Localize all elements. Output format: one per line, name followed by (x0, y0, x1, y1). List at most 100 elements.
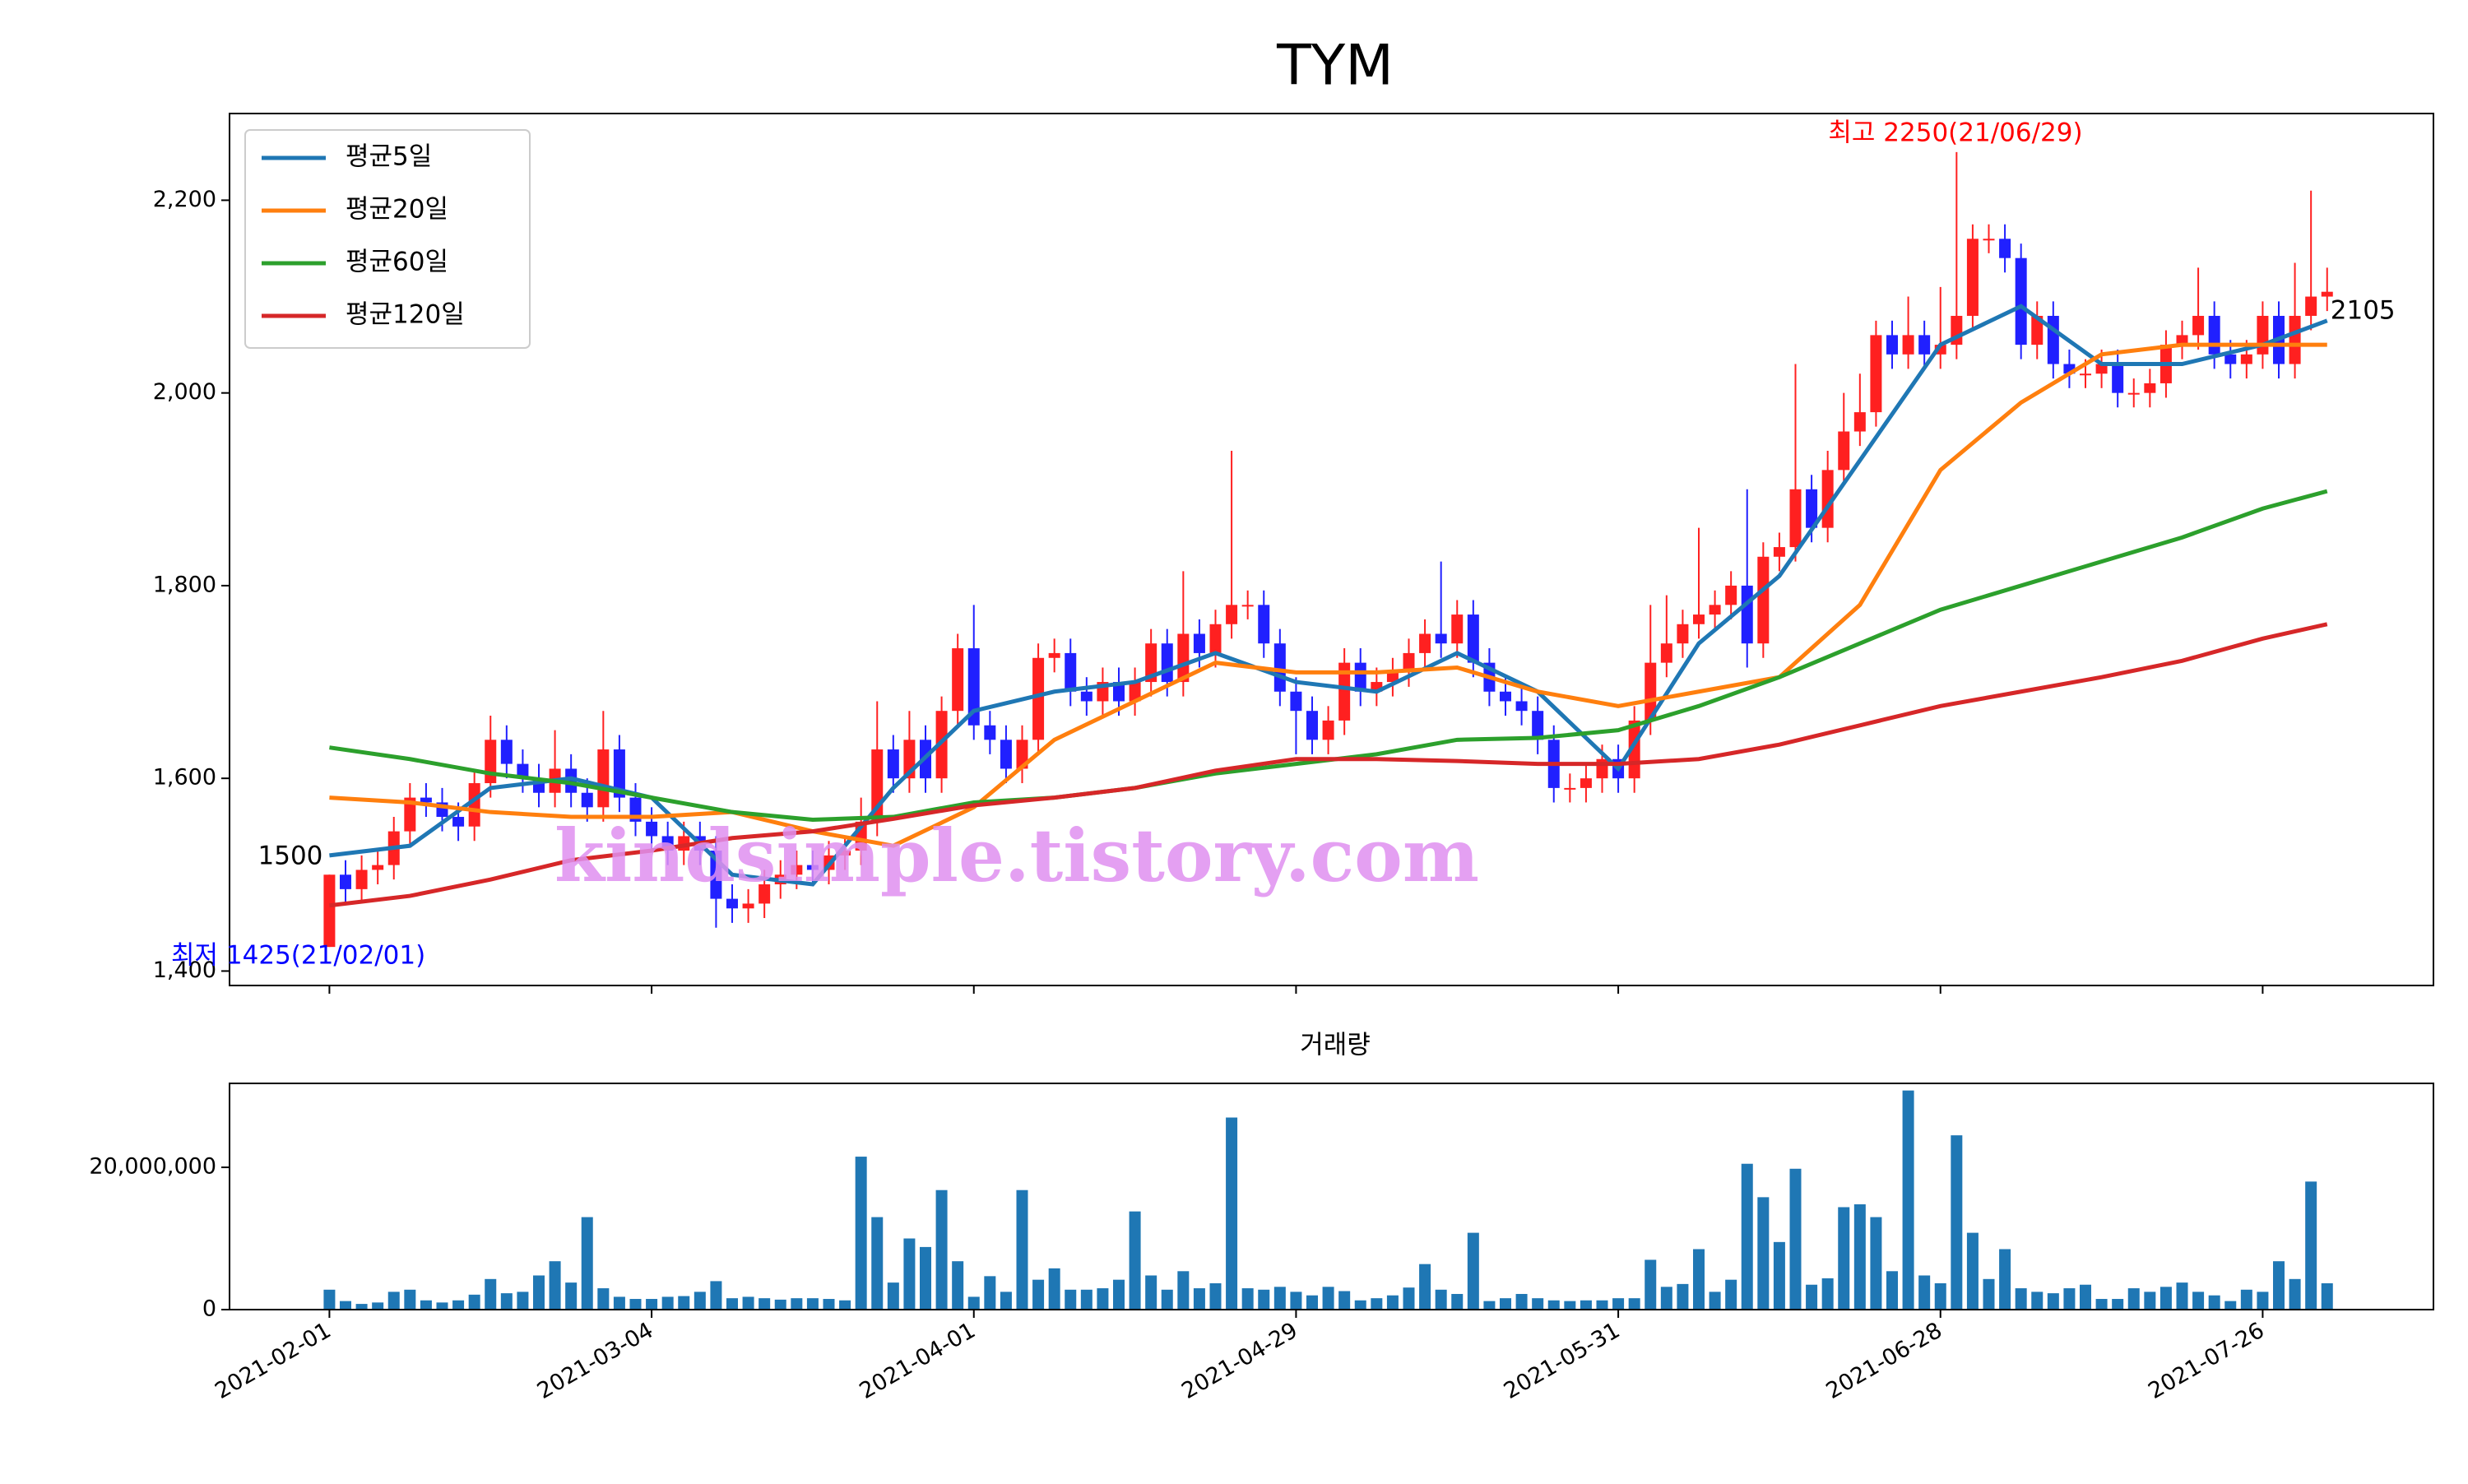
volume-bar (1612, 1298, 1625, 1310)
volume-bar (806, 1298, 819, 1310)
x-tick-label: 2021-03-04 (533, 1318, 657, 1404)
volume-bar (1983, 1278, 1995, 1310)
candle-body (1500, 691, 1511, 702)
candle-body (967, 648, 980, 726)
x-tick-label: 2021-02-01 (211, 1318, 335, 1404)
candle-body (1725, 585, 1737, 605)
candle-body (1532, 711, 1544, 740)
candle-body (1435, 633, 1447, 644)
ma-line (329, 304, 2328, 887)
legend-box (244, 129, 531, 349)
candle-body (1209, 624, 1222, 653)
candle-body (500, 740, 513, 764)
candle-body (1918, 335, 1931, 355)
volume-bar (2095, 1299, 2108, 1310)
candle-body (726, 898, 738, 909)
volume-bar (823, 1299, 835, 1310)
volume-bar (2240, 1289, 2252, 1310)
volume-bar (2127, 1288, 2140, 1310)
volume-title: 거래량 (1300, 1031, 1371, 1060)
candle-body (1016, 740, 1028, 769)
candle-body (2289, 315, 2301, 364)
candle-body (2192, 315, 2205, 336)
volume-bar (774, 1299, 786, 1310)
legend-label: 평균5일 (346, 142, 432, 172)
volume-bar (1515, 1293, 1528, 1310)
candle-body (1386, 672, 1399, 683)
volume-bar (839, 1300, 851, 1310)
candle-body (1322, 720, 1334, 740)
candle-body (1419, 633, 1431, 653)
plot-frame (229, 1083, 2434, 1310)
candle-body (2305, 296, 2317, 316)
candle-body (646, 821, 658, 837)
y-tick-label: 20,000,000 (89, 1154, 216, 1180)
candle-body (340, 874, 351, 889)
candle-body (1338, 662, 1351, 721)
volume-bar (1016, 1190, 1028, 1310)
volume-bar (1241, 1288, 1254, 1310)
candle-body (613, 749, 625, 798)
volume-bar (533, 1275, 545, 1310)
volume-bar (2031, 1292, 2044, 1310)
volume-bar (323, 1289, 336, 1310)
candle-body (1080, 691, 1093, 702)
volume-bar (1645, 1259, 1657, 1310)
volume-bar (2208, 1295, 2220, 1310)
volume-bar (500, 1293, 513, 1310)
candle-body (2257, 315, 2269, 355)
volume-bar (2160, 1287, 2172, 1310)
volume-bar (1660, 1287, 1672, 1310)
candle-body (887, 749, 899, 779)
volume-bar (1145, 1275, 1157, 1310)
candle-body (1886, 335, 1898, 355)
volume-bar (1596, 1300, 1608, 1310)
volume-bar (340, 1301, 351, 1310)
volume-bar (1080, 1289, 1093, 1310)
candle-body (2321, 291, 2333, 297)
volume-bar (2224, 1301, 2237, 1310)
candle-body (517, 763, 529, 779)
volume-bar (952, 1261, 964, 1310)
volume-bar (1966, 1232, 1979, 1310)
candle-body (1177, 633, 1190, 683)
candle-body (1129, 682, 1141, 702)
candle-body (2144, 383, 2156, 393)
candle-body (2015, 257, 2027, 345)
candle-body (2031, 315, 2044, 345)
volume-bar (1677, 1283, 1689, 1310)
volume-bar (581, 1217, 593, 1310)
candle-body (1934, 345, 1946, 355)
candle-body (935, 711, 948, 779)
y-tick-label: 1,800 (153, 572, 216, 597)
volume-bar (1451, 1293, 1464, 1310)
volume-bar (597, 1288, 610, 1310)
chart-title: TYM (1276, 34, 1394, 99)
legend-label: 평균60일 (346, 248, 448, 277)
volume-bar (967, 1296, 980, 1310)
volume-bar (984, 1276, 996, 1310)
volume-bar (935, 1190, 948, 1310)
volume-bar (791, 1298, 803, 1310)
x-tick-label: 2021-04-01 (856, 1318, 980, 1404)
volume-bar (372, 1302, 384, 1310)
volume-bar (2192, 1292, 2205, 1310)
candle-body (1773, 547, 1785, 557)
candle-body (806, 865, 819, 870)
candle-body (1693, 614, 1705, 624)
candle-body (1983, 239, 1995, 241)
volume-bar (1032, 1279, 1045, 1310)
volume-bar (517, 1292, 529, 1310)
x-tick-label: 2021-04-29 (1177, 1318, 1301, 1404)
candle-body (1515, 701, 1528, 712)
candle-body (1032, 657, 1045, 740)
volume-bar (2289, 1278, 2301, 1310)
volume-bar (1628, 1298, 1640, 1310)
candle-body (597, 749, 610, 808)
candle-body (984, 725, 996, 740)
volume-bar (1273, 1287, 1286, 1310)
volume-bar (855, 1157, 867, 1310)
candle-body (468, 783, 480, 827)
volume-bar (436, 1302, 448, 1310)
